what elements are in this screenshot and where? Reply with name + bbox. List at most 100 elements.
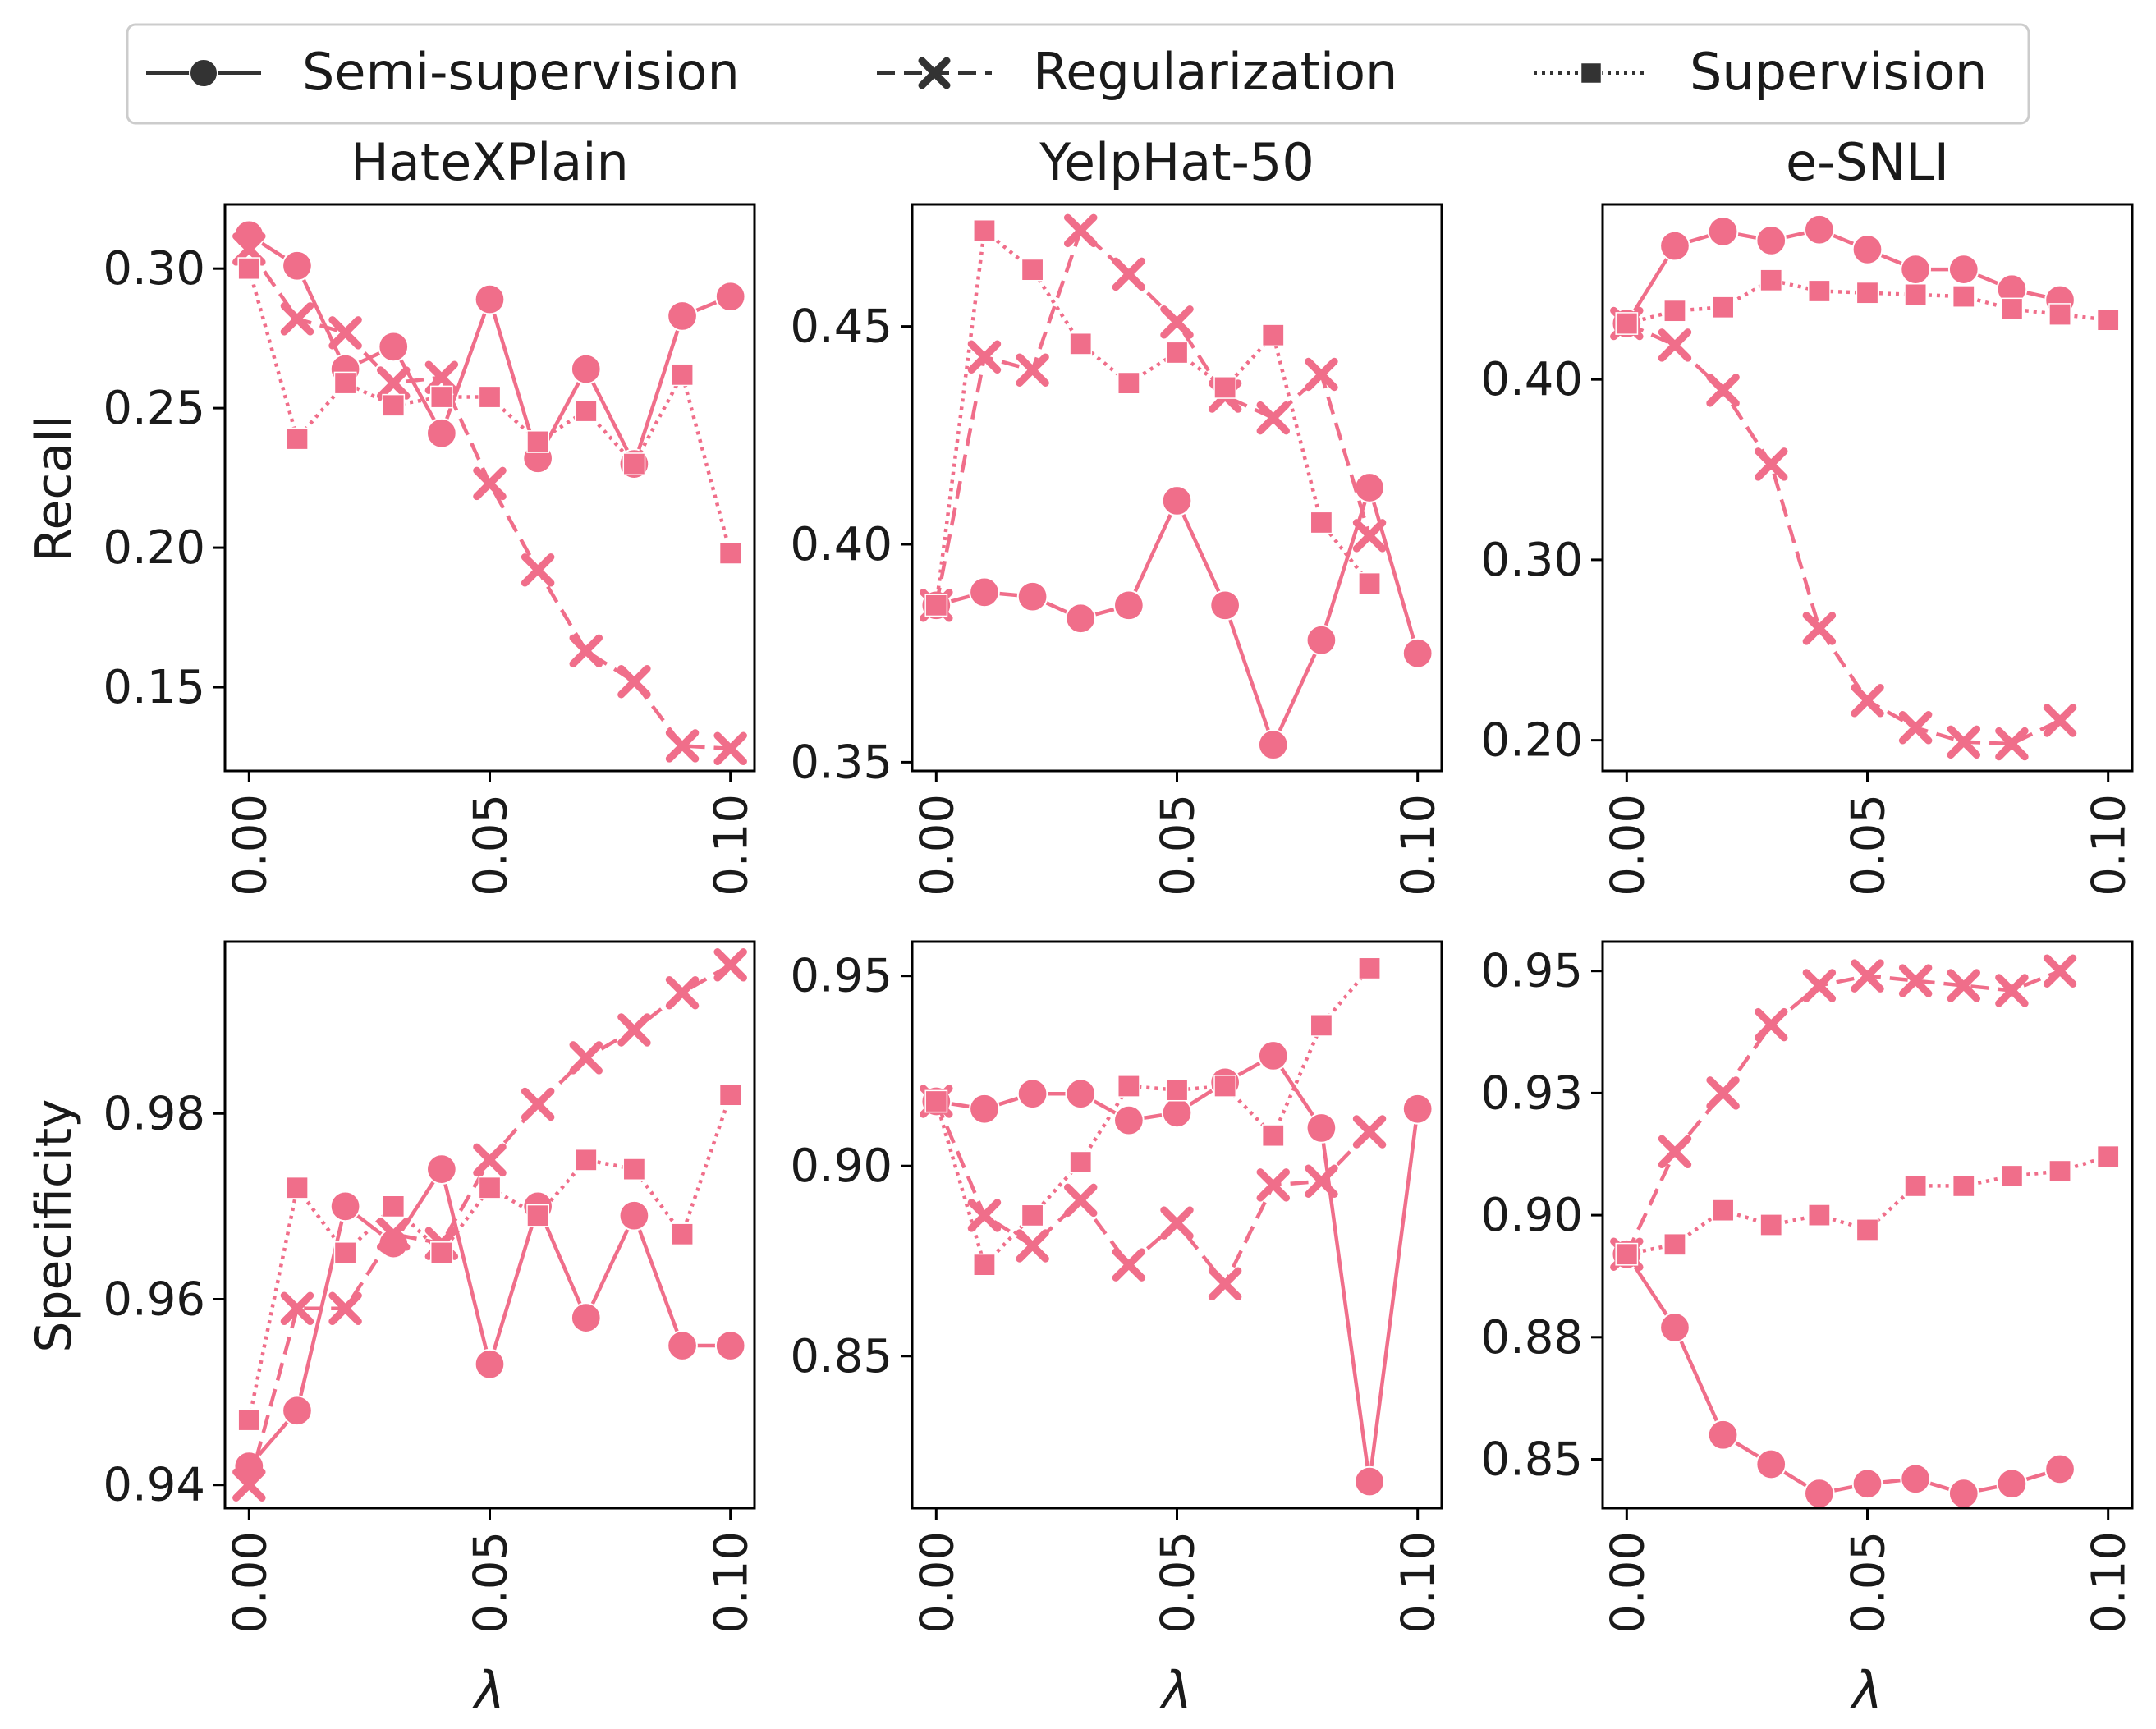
data-point-circle: [667, 300, 698, 332]
data-point-square: [1711, 296, 1735, 319]
data-point-circle: [474, 1348, 506, 1380]
data-point-x: [473, 1143, 507, 1177]
data-point-square: [1615, 312, 1639, 335]
data-point-x: [1802, 612, 1837, 645]
data-point-square: [1165, 1078, 1189, 1102]
data-point-x-stroke-b: [1851, 959, 1884, 993]
data-point-x: [1851, 684, 1884, 718]
data-point-circle: [1755, 225, 1787, 256]
data-point-x: [1112, 257, 1146, 291]
data-point-square: [2048, 303, 2071, 326]
data-point-circle: [969, 1093, 1000, 1125]
plot-frame: [911, 940, 1443, 1510]
data-point-x-stroke-b: [1256, 1168, 1291, 1202]
data-point-x: [2043, 704, 2077, 737]
x-tick-label: 0.05: [1842, 794, 1896, 897]
data-point-square: [237, 1408, 261, 1432]
data-point-x-stroke-b: [1063, 213, 1098, 248]
data-point-x: [1706, 1076, 1740, 1110]
data-point-circle: [2044, 1453, 2076, 1485]
data-point-x-stroke-b: [473, 1143, 507, 1177]
data-point-circle: [570, 353, 602, 385]
data-point-square: [671, 363, 694, 387]
data-point-circle: [1305, 1112, 1337, 1144]
data-point-square: [382, 393, 406, 417]
panel-3: e-SNLI 0.20 0.30 0.40 0.00 0.05 0.10: [1480, 132, 2135, 897]
data-point-square: [1358, 956, 1381, 980]
data-point-x-stroke-b: [1947, 725, 1981, 759]
legend-x-marker: [918, 57, 951, 89]
data-point-square: [1663, 1232, 1686, 1256]
data-point-square: [924, 1089, 948, 1113]
legend-label: Semi-supervision: [302, 42, 740, 102]
data-point-square: [1807, 1204, 1831, 1227]
data-point-x: [1898, 964, 1933, 998]
data-point-circle: [969, 576, 1000, 608]
data-point-x-stroke-b: [328, 1291, 362, 1326]
data-point-circle: [1707, 216, 1739, 247]
data-point-x: [2043, 954, 2077, 988]
data-point-square: [973, 218, 996, 242]
data-point-square: [286, 427, 309, 451]
y-tick-label: 0.96: [103, 1273, 205, 1326]
data-point-x: [1947, 969, 1981, 1002]
data-point-x-stroke-b: [1112, 1248, 1146, 1282]
plot-frame: [223, 940, 756, 1510]
row-label-recall: Recall: [25, 415, 83, 562]
data-point-square: [1117, 371, 1140, 395]
data-point-circle: [667, 1330, 698, 1361]
data-point-x: [376, 1218, 411, 1251]
series-line-x: [247, 248, 731, 751]
data-point-x: [1851, 959, 1884, 993]
data-point-square: [1213, 1075, 1237, 1098]
series-line-square: [1626, 1154, 2109, 1256]
data-point-circle: [1900, 254, 1931, 285]
data-point-square: [2048, 1159, 2071, 1183]
data-point-x: [328, 1291, 362, 1326]
data-point-square: [622, 452, 646, 475]
series-line-circle: [247, 1167, 731, 1468]
data-point-square: [429, 1241, 453, 1264]
data-point-square: [1261, 323, 1285, 347]
x-tick-label: 0.00: [911, 794, 964, 897]
y-tick-label: 0.40: [1480, 353, 1583, 406]
data-point-x-stroke-b: [713, 732, 747, 766]
data-point-x: [569, 1041, 603, 1075]
x-tick-label: 0.00: [223, 1531, 277, 1634]
series-line-square: [934, 966, 1371, 1267]
plot-frame: [911, 203, 1443, 773]
data-point-circle: [1354, 472, 1385, 503]
row-labels: Recall Specificity: [25, 415, 83, 1352]
y-tick-label: 0.93: [1480, 1066, 1583, 1120]
data-point-square: [286, 1176, 309, 1199]
data-point-square: [1615, 1242, 1639, 1266]
data-point-circle: [329, 1190, 361, 1222]
y-tick-label: 0.20: [1480, 714, 1583, 768]
data-point-circle: [474, 283, 506, 315]
data-point-square: [718, 542, 742, 565]
data-point-x-stroke-b: [1802, 612, 1837, 645]
data-point-circle: [1401, 637, 1434, 669]
data-point-x: [1898, 711, 1933, 745]
data-point-x: [713, 732, 747, 766]
data-point-x: [713, 948, 747, 982]
data-point-x-stroke-b: [713, 948, 747, 982]
data-point-x: [1995, 727, 2029, 761]
data-point-x-stroke-b: [280, 1291, 314, 1326]
legend-circle-marker: [189, 58, 218, 88]
data-point-x-stroke-b: [1256, 401, 1291, 435]
data-point-x: [1305, 357, 1338, 392]
y-tick-label: 0.15: [103, 661, 205, 714]
data-point-square: [237, 257, 261, 281]
series-line-x: [934, 1100, 1371, 1286]
data-point-square: [1807, 279, 1831, 303]
data-point-x: [1256, 1168, 1291, 1202]
x-axis-label: λ: [1159, 1660, 1192, 1720]
data-point-circle: [1804, 213, 1835, 245]
plot-frame: [1601, 203, 2134, 773]
y-tick-label: 0.30: [103, 242, 205, 296]
data-point-square: [333, 371, 357, 395]
y-tick-label: 0.35: [790, 736, 892, 789]
data-point-x-stroke-b: [1995, 974, 2029, 1007]
